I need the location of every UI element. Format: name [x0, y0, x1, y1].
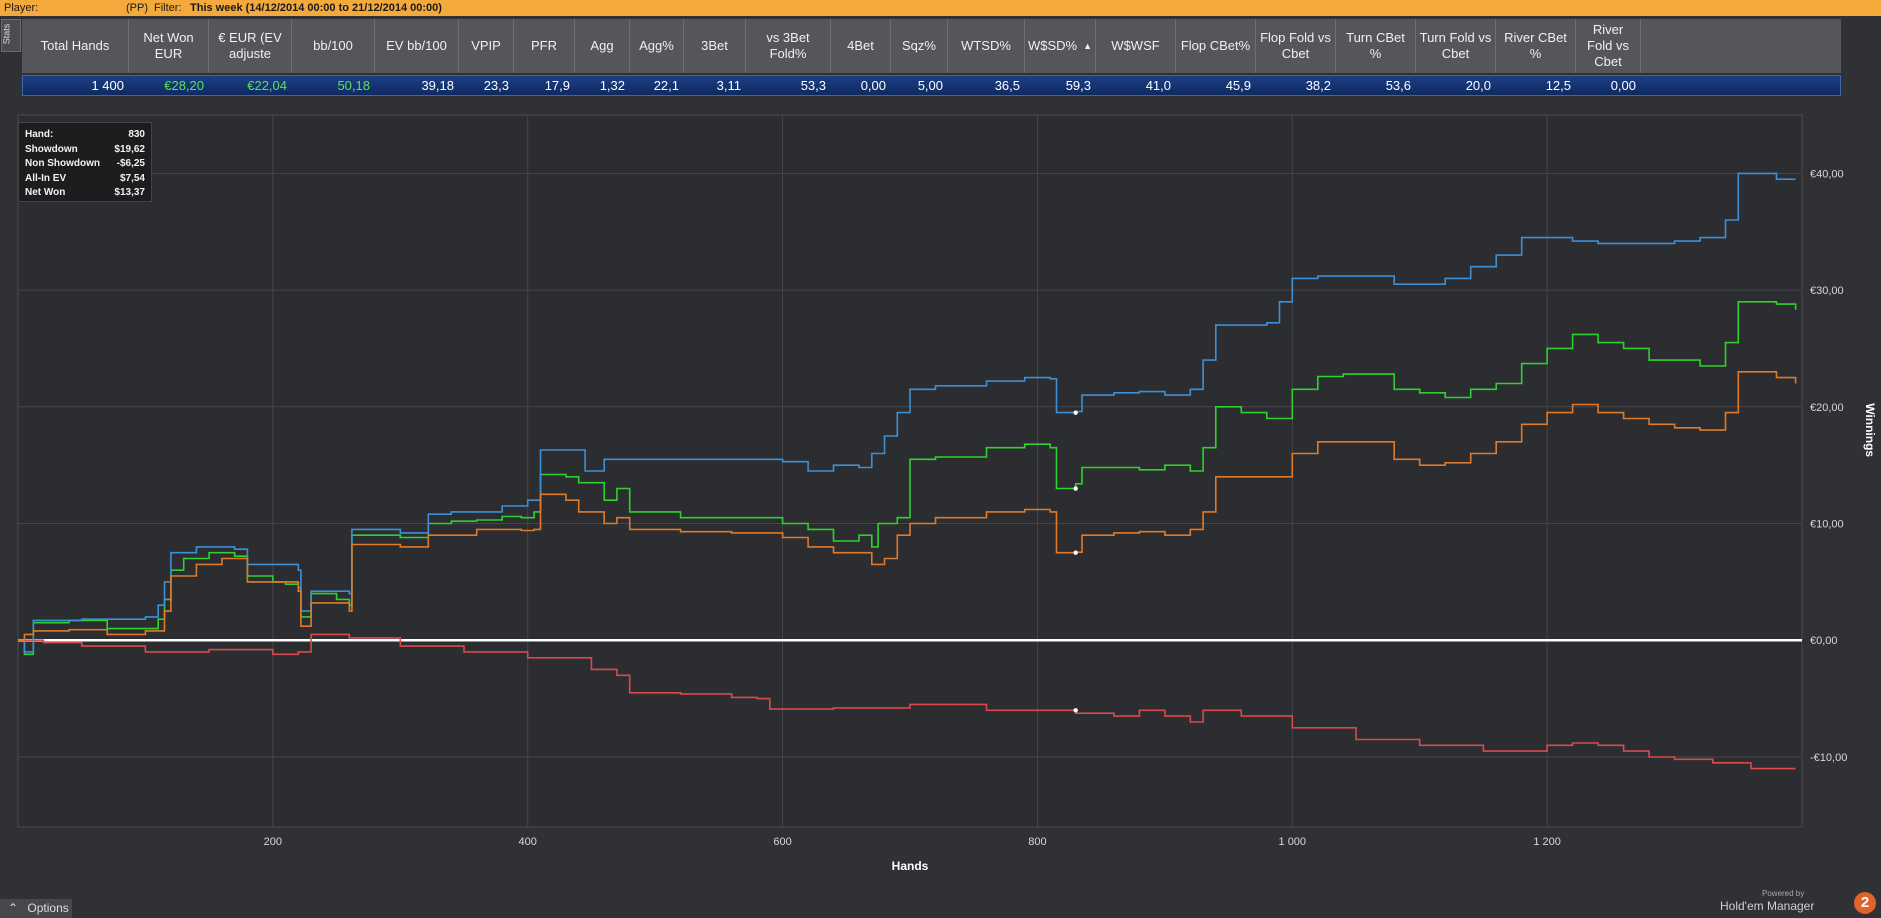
stats-value-17: 38,2: [1305, 78, 1331, 93]
stats-tab[interactable]: Stats: [1, 19, 21, 52]
brand-logo: 2: [1854, 892, 1876, 914]
stats-header-0[interactable]: Total Hands: [22, 19, 129, 73]
info-label: Showdown: [25, 143, 78, 155]
info-row: All-In EV $7,54: [25, 171, 145, 186]
hand-info-box: Hand: 830 Showdown $19,62 Non Showdown -$6,25…: [18, 122, 152, 202]
stats-header-17[interactable]: Flop Fold vs Cbet: [1256, 19, 1336, 73]
winnings-chart[interactable]: 200 400 600 800 1 000 1 200 -€10,00 €0,00 €10,00…: [0, 110, 1881, 895]
stats-value-6: 17,9: [544, 78, 570, 93]
series-line-showdown: [18, 172, 1796, 653]
stats-header-12[interactable]: Sqz%: [891, 19, 948, 73]
stats-header-5[interactable]: VPIP: [459, 19, 514, 73]
stats-header-19[interactable]: Turn Fold vs Cbet: [1416, 19, 1496, 73]
site-label: (PP): [126, 2, 148, 14]
stats-header-16[interactable]: Flop CBet%: [1176, 19, 1256, 73]
info-row: Showdown $19,62: [25, 142, 145, 157]
y-tick-label: -€10,00: [1810, 752, 1847, 764]
info-value: $7,54: [119, 172, 145, 184]
filter-value[interactable]: This week (14/12/2014 00:00 to 21/12/201…: [190, 2, 442, 14]
options-button[interactable]: ⌃ Options: [0, 899, 72, 918]
stats-header-row: Total Hands Net Won EUR € EUR (EV adjuste b…: [22, 19, 1841, 73]
stats-value-15: 41,0: [1145, 78, 1171, 93]
info-row: Hand: 830: [25, 127, 145, 142]
stats-value-4: 39,18: [421, 78, 454, 93]
stats-value-1: €28,20: [164, 78, 204, 93]
stats-header-13[interactable]: WTSD%: [948, 19, 1025, 73]
sort-asc-icon: ▲: [1083, 41, 1093, 51]
stats-value-5: 23,3: [483, 78, 509, 93]
series-line-all-in-ev: [18, 371, 1797, 641]
stats-value-7: 1,32: [599, 78, 625, 93]
info-value: $19,62: [114, 143, 145, 155]
info-label: Net Won: [25, 187, 66, 198]
stats-header-4[interactable]: EV bb/100: [375, 19, 459, 73]
x-tick-label: 400: [519, 836, 537, 848]
stats-header-6[interactable]: PFR: [514, 19, 575, 73]
stats-header-10[interactable]: vs 3Bet Fold%: [746, 19, 831, 73]
stats-header-18[interactable]: Turn CBet %: [1336, 19, 1416, 73]
stats-header-21[interactable]: River Fold vs Cbet: [1576, 19, 1641, 73]
hover-marker: [1073, 486, 1078, 491]
stats-header-1[interactable]: Net Won EUR: [129, 19, 209, 73]
y-tick-label: €40,00: [1810, 168, 1844, 180]
y-tick-label: €30,00: [1810, 285, 1844, 297]
stats-value-12: 5,00: [917, 78, 943, 93]
filter-bar: Player: (PP) Filter: This week (14/12/20…: [0, 0, 1881, 16]
stats-value-18: 53,6: [1385, 78, 1411, 93]
stats-value-8: 22,1: [653, 78, 679, 93]
info-value: $13,37: [114, 187, 145, 198]
chevron-up-icon: ⌃: [8, 901, 19, 915]
player-label: Player:: [4, 2, 39, 14]
info-row: Non Showdown -$6,25: [25, 156, 145, 171]
stats-value-9: 3,11: [716, 78, 741, 93]
stats-value-19: 20,0: [1465, 78, 1491, 93]
x-tick-label: 800: [1028, 836, 1046, 848]
y-axis-label: Winnings: [1863, 403, 1877, 457]
y-tick-label: €0,00: [1810, 635, 1838, 647]
info-label: Hand:: [25, 129, 54, 140]
stats-header-9[interactable]: 3Bet: [684, 19, 746, 73]
y-tick-label: €10,00: [1810, 519, 1844, 531]
stats-value-20: 12,5: [1545, 78, 1571, 93]
info-label: Non Showdown: [25, 158, 100, 169]
stats-value-row[interactable]: 1 400 €28,20 €22,04 50,18 39,18 23,3 17,9 1,32 2…: [22, 75, 1841, 96]
filter-label: Filter:: [154, 2, 182, 14]
stats-header-8[interactable]: Agg%: [630, 19, 684, 73]
stats-value-11: 0,00: [860, 78, 886, 93]
hover-marker: [1073, 708, 1078, 713]
x-axis-label: Hands: [892, 859, 929, 873]
info-label: All-In EV: [25, 172, 67, 184]
info-value: 830: [128, 129, 145, 140]
x-tick-label: 1 000: [1279, 836, 1307, 848]
stats-value-3: 50,18: [337, 78, 370, 93]
powered-by-text: Powered by: [1762, 889, 1805, 898]
stats-value-14: 59,3: [1065, 78, 1091, 93]
stats-header-3[interactable]: bb/100: [292, 19, 375, 73]
stats-value-13: 36,5: [994, 78, 1020, 93]
y-tick-label: €20,00: [1810, 402, 1844, 414]
stats-value-0: 1 400: [91, 78, 124, 93]
stats-header-14[interactable]: W$SD% ▲: [1025, 19, 1096, 73]
brand-name: Hold'em Manager: [1720, 899, 1815, 913]
stats-header-7[interactable]: Agg: [575, 19, 630, 73]
x-tick-label: 600: [773, 836, 791, 848]
stats-value-16: 45,9: [1225, 78, 1251, 93]
stats-value-10: 53,3: [800, 78, 826, 93]
series-line-non-showdown: [18, 633, 1796, 770]
hover-marker: [1073, 550, 1078, 555]
stats-value-2: €22,04: [247, 78, 287, 93]
x-tick-label: 200: [264, 836, 282, 848]
x-tick-label: 1 200: [1533, 836, 1561, 848]
info-value: -$6,25: [116, 158, 145, 169]
stats-header-20[interactable]: River CBet %: [1496, 19, 1576, 73]
info-row: Net Won $13,37: [25, 185, 145, 200]
stats-header-2[interactable]: € EUR (EV adjuste: [209, 19, 292, 73]
stats-header-15[interactable]: W$WSF: [1096, 19, 1176, 73]
stats-header-11[interactable]: 4Bet: [831, 19, 891, 73]
series-line-net-won: [18, 301, 1797, 656]
hover-marker: [1073, 410, 1078, 415]
stats-value-21: 0,00: [1610, 78, 1636, 93]
